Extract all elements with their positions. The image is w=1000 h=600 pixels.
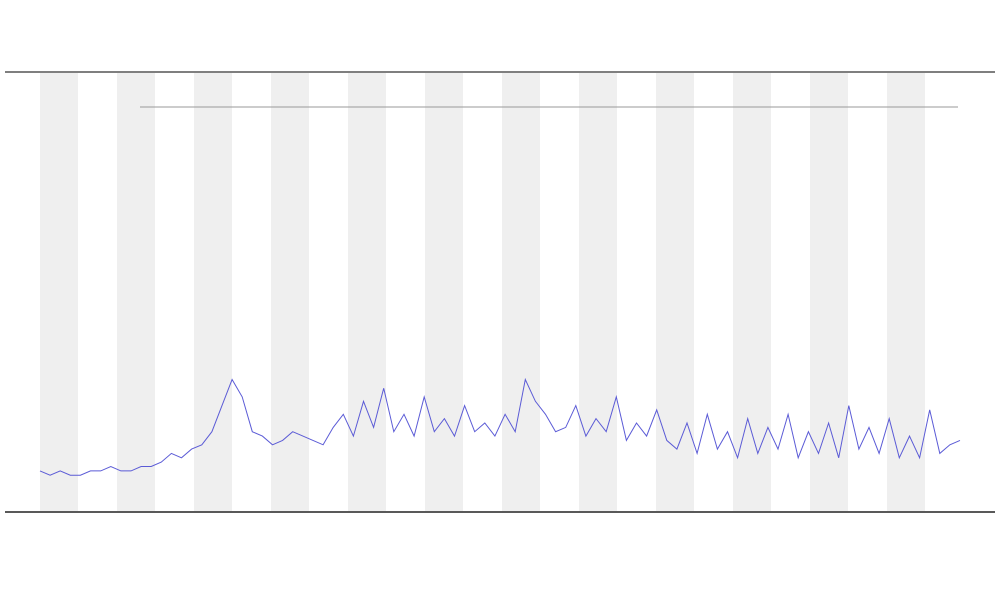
shaded-band [733, 73, 771, 511]
data-line [39, 377, 961, 476]
shaded-band [194, 73, 232, 511]
shaded-band [656, 73, 694, 511]
shaded-band [117, 73, 155, 511]
shaded-band [887, 73, 925, 511]
shaded-band [425, 73, 463, 511]
shaded-band [502, 73, 540, 511]
shaded-band [810, 73, 848, 511]
background-bands [40, 73, 925, 511]
shaded-band [579, 73, 617, 511]
shaded-band [348, 73, 386, 511]
shaded-band [40, 73, 78, 511]
shaded-band [271, 73, 309, 511]
